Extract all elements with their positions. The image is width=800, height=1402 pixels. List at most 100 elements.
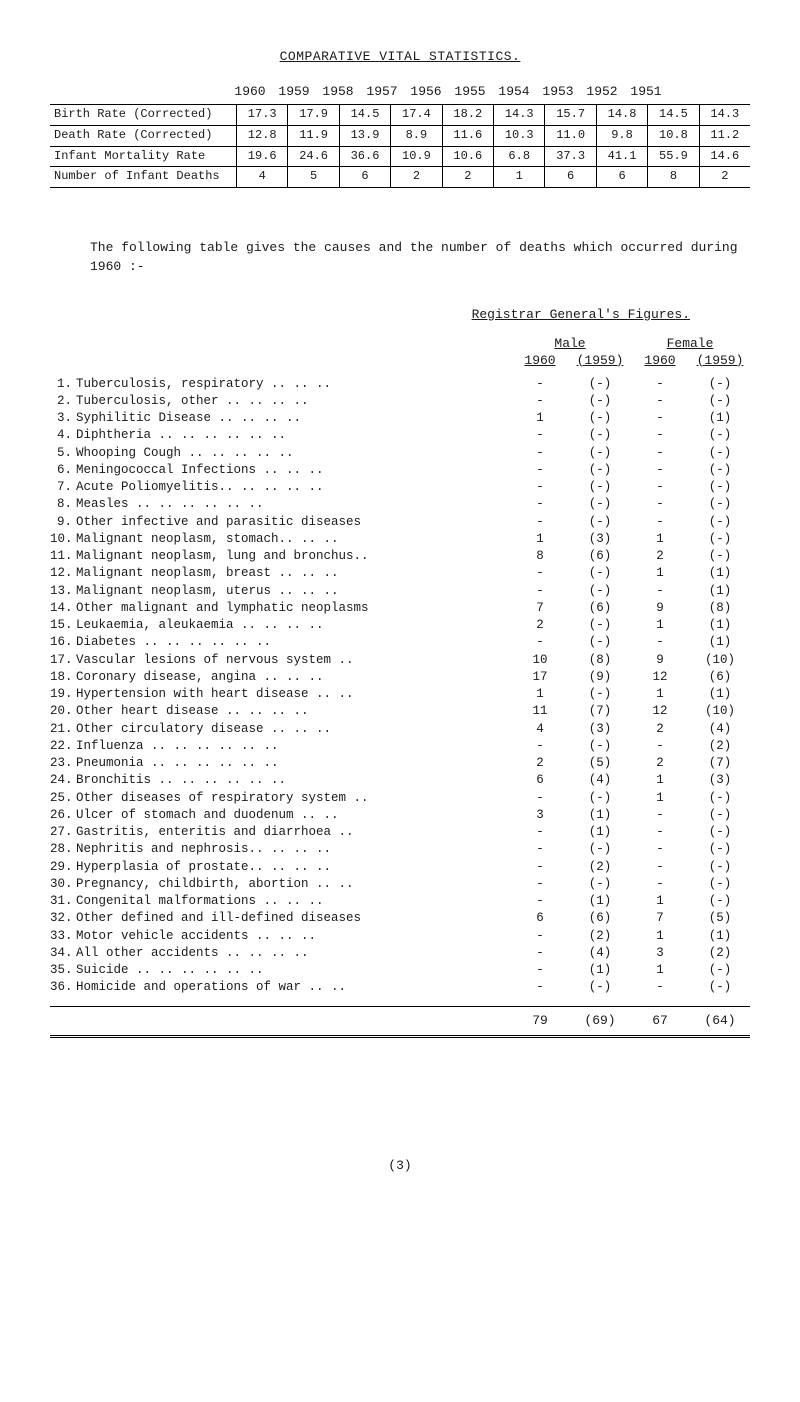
female-1960-value: - (630, 514, 690, 530)
female-1959-value: (-) (690, 807, 750, 823)
female-1960-value: - (630, 876, 690, 892)
male-1960-value: - (510, 496, 570, 512)
year-label: 1958 (316, 84, 360, 101)
cause-number: 5. (50, 445, 72, 461)
cause-row: 35.Suicide .. .. .. .. .. ..-(1)1(-) (50, 962, 750, 978)
female-1960-value: 1 (630, 790, 690, 806)
male-1960-value: 10 (510, 652, 570, 668)
cause-label: All other accidents .. .. .. .. (76, 945, 510, 961)
male-1960-value: 6 (510, 910, 570, 926)
cause-row: 15.Leukaemia, aleukaemia .. .. .. ..2(-)… (50, 617, 750, 633)
male-1959-header: (1959) (570, 353, 630, 370)
cause-row: 11.Malignant neoplasm, lung and bronchus… (50, 548, 750, 564)
cause-row: 21.Other circulatory disease .. .. ..4(3… (50, 721, 750, 737)
cell-value: 17.9 (288, 105, 339, 126)
cause-row: 19.Hypertension with heart disease .. ..… (50, 686, 750, 702)
male-1959-value: (-) (570, 686, 630, 702)
female-1959-value: (2) (690, 738, 750, 754)
cause-label: Ulcer of stomach and duodenum .. .. (76, 807, 510, 823)
female-1959-value: (-) (690, 393, 750, 409)
female-1960-value: - (630, 634, 690, 650)
female-1959-value: (-) (690, 790, 750, 806)
cause-row: 17.Vascular lesions of nervous system ..… (50, 652, 750, 668)
cause-label: Other circulatory disease .. .. .. (76, 721, 510, 737)
female-1959-value: (-) (690, 427, 750, 443)
male-1959-value: (2) (570, 928, 630, 944)
cause-label: Tuberculosis, other .. .. .. .. (76, 393, 510, 409)
male-1959-value: (-) (570, 393, 630, 409)
female-1960-value: 12 (630, 669, 690, 685)
male-1960-value: 7 (510, 600, 570, 616)
female-1960-value: - (630, 841, 690, 857)
male-1960-value: - (510, 979, 570, 995)
male-1959-value: (-) (570, 634, 630, 650)
male-1960-value: - (510, 393, 570, 409)
male-1959-value: (1) (570, 962, 630, 978)
cell-value: 11.9 (288, 126, 339, 147)
male-1959-value: (-) (570, 376, 630, 392)
male-1960-value: - (510, 841, 570, 857)
female-1960-value: 9 (630, 652, 690, 668)
cause-row: 14.Other malignant and lymphatic neoplas… (50, 600, 750, 616)
cause-label: Homicide and operations of war .. .. (76, 979, 510, 995)
cause-row: 32.Other defined and ill-defined disease… (50, 910, 750, 926)
male-1960-value: - (510, 514, 570, 530)
cause-number: 24. (50, 772, 72, 788)
row-label: Infant Mortality Rate (50, 146, 237, 167)
causes-list: 1.Tuberculosis, respiratory .. .. ..-(-)… (50, 376, 750, 996)
female-1959-value: (-) (690, 876, 750, 892)
female-1960-value: - (630, 410, 690, 426)
male-1959-value: (-) (570, 479, 630, 495)
female-1959-value: (-) (690, 841, 750, 857)
male-1960-value: 8 (510, 548, 570, 564)
cause-row: 30.Pregnancy, childbirth, abortion .. ..… (50, 876, 750, 892)
cause-number: 7. (50, 479, 72, 495)
male-1960-value: - (510, 824, 570, 840)
table-row: Death Rate (Corrected)12.811.913.98.911.… (50, 126, 750, 147)
cause-number: 10. (50, 531, 72, 547)
year-label: 1956 (404, 84, 448, 101)
cell-value: 41.1 (596, 146, 647, 167)
male-1959-value: (2) (570, 859, 630, 875)
cell-value: 1 (494, 167, 545, 188)
male-1960-header: 1960 (510, 353, 570, 370)
cause-number: 6. (50, 462, 72, 478)
cause-row: 16.Diabetes .. .. .. .. .. ..-(-)-(1) (50, 634, 750, 650)
cause-row: 3.Syphilitic Disease .. .. .. ..1(-)-(1) (50, 410, 750, 426)
cause-number: 13. (50, 583, 72, 599)
cause-row: 29.Hyperplasia of prostate.. .. .. ..-(2… (50, 859, 750, 875)
cell-value: 14.3 (494, 105, 545, 126)
cause-label: Hypertension with heart disease .. .. (76, 686, 510, 702)
female-1959-value: (-) (690, 962, 750, 978)
cause-row: 9.Other infective and parasitic diseases… (50, 514, 750, 530)
cell-value: 18.2 (442, 105, 493, 126)
male-label: Male (510, 336, 630, 353)
male-female-header: Male Female (50, 336, 750, 353)
cause-number: 21. (50, 721, 72, 737)
cause-number: 12. (50, 565, 72, 581)
cause-row: 26.Ulcer of stomach and duodenum .. ..3(… (50, 807, 750, 823)
female-1960-value: 1 (630, 617, 690, 633)
cause-row: 4.Diphtheria .. .. .. .. .. ..-(-)-(-) (50, 427, 750, 443)
female-1960-value: 1 (630, 928, 690, 944)
male-1959-value: (-) (570, 790, 630, 806)
cause-number: 17. (50, 652, 72, 668)
cell-value: 11.6 (442, 126, 493, 147)
male-1959-value: (-) (570, 583, 630, 599)
male-1959-value: (-) (570, 514, 630, 530)
table-row: Number of Infant Deaths4562216682 (50, 167, 750, 188)
cell-value: 15.7 (545, 105, 596, 126)
female-1960-value: - (630, 496, 690, 512)
totals-row: 79 (69) 67 (64) (50, 1006, 750, 1039)
female-1960-value: - (630, 376, 690, 392)
total-f60: 67 (630, 1013, 690, 1030)
male-1960-value: - (510, 445, 570, 461)
cause-number: 18. (50, 669, 72, 685)
female-1960-value: - (630, 427, 690, 443)
cause-label: Malignant neoplasm, breast .. .. .. (76, 565, 510, 581)
male-1960-value: - (510, 427, 570, 443)
cell-value: 11.2 (699, 126, 750, 147)
cause-row: 33.Motor vehicle accidents .. .. ..-(2)1… (50, 928, 750, 944)
male-1960-value: - (510, 928, 570, 944)
male-1960-value: - (510, 893, 570, 909)
